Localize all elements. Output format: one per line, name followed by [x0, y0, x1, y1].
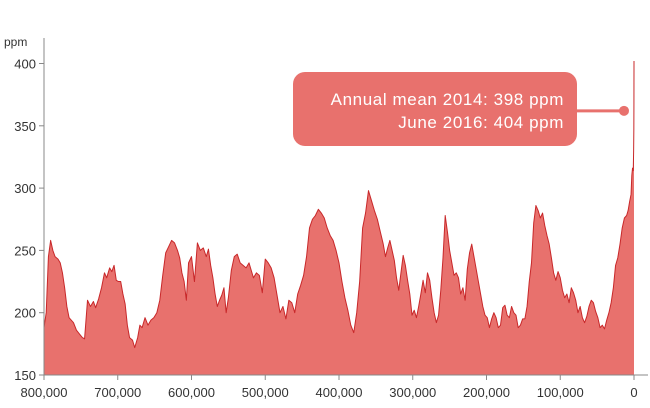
annotation-layer: Annual mean 2014: 398 ppm June 2016: 404… — [293, 72, 629, 146]
x-tick-label: 600,000 — [168, 385, 215, 400]
x-tick-label: 100,000 — [537, 385, 584, 400]
y-axis-unit-label: ppm — [4, 35, 27, 49]
annotation-line-june-2016: June 2016: 404 ppm — [398, 113, 564, 132]
x-ticks-layer: 800,000 700,000 600,000 500,000 400,000 300,0… — [21, 375, 638, 400]
area-series-layer — [43, 61, 635, 375]
area-fill-series-0 — [44, 61, 634, 375]
x-tick-label: 300,000 — [389, 385, 436, 400]
annotation-marker-dot — [619, 105, 629, 116]
y-tick-label: 250 — [14, 243, 36, 258]
y-tick-label: 300 — [14, 181, 36, 196]
x-tick-label: 500,000 — [242, 385, 289, 400]
y-tick-label: 350 — [14, 119, 36, 134]
annotation-box — [293, 72, 577, 146]
x-tick-label: 800,000 — [21, 385, 68, 400]
x-tick-label: 700,000 — [94, 385, 141, 400]
x-tick-label: 0 — [630, 385, 637, 400]
y-tick-label: 200 — [14, 306, 36, 321]
x-tick-label: 400,000 — [316, 385, 363, 400]
y-tick-label: 400 — [14, 57, 36, 72]
y-tick-label: 150 — [14, 368, 36, 383]
x-tick-label: 200,000 — [463, 385, 510, 400]
area-line-series-0 — [43, 61, 635, 349]
annotation-line-annual-mean: Annual mean 2014: 398 ppm — [331, 90, 564, 109]
axes-layer: ppm — [4, 35, 648, 376]
y-ticks-layer: 150 200 250 300 350 400 — [14, 57, 44, 383]
